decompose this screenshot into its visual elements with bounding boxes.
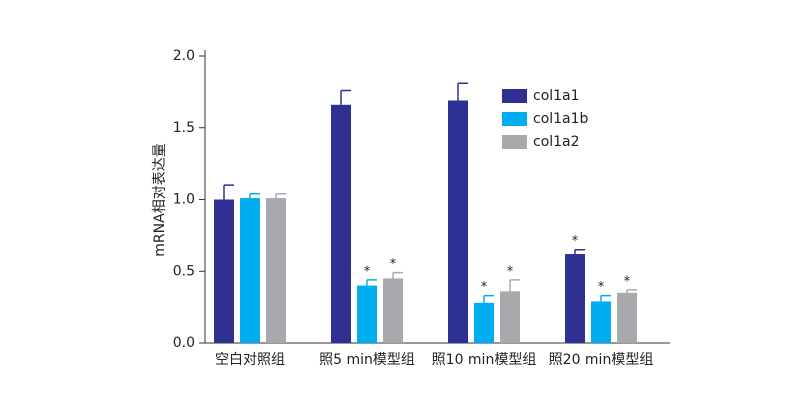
legend-swatch [502,112,527,126]
x-tick-label: 照10 min模型组 [432,352,537,368]
y-tick-label: 2.0 [173,48,195,64]
x-tick-label: 照5 min模型组 [319,352,415,368]
error-bar [392,271,403,279]
y-tick-label: 0.5 [173,263,195,279]
bar [214,199,234,343]
y-axis-label: mRNA相对表达量 [152,143,168,256]
x-tick-label: 空白对照组 [215,352,285,368]
significance-marker: * [481,280,488,295]
bar [357,285,377,343]
legend-swatch [502,135,527,149]
error-bar [509,279,520,292]
error-bar [366,279,377,286]
error-bar [223,184,234,200]
error-bar [340,89,351,105]
significance-marker: * [598,280,605,295]
bar [383,278,403,343]
bar [240,198,260,343]
bar [266,198,286,343]
significance-marker: * [390,257,397,272]
error-bar [249,193,260,199]
bar [617,292,637,343]
x-tick-label: 照20 min模型组 [549,352,654,368]
legend-label: col1a2 [533,134,580,150]
legend-label: col1a1 [533,88,580,104]
y-tick-label: 1.5 [173,120,195,136]
error-bar [275,193,286,199]
bar [565,254,585,343]
legend-swatch [502,89,527,103]
bar [474,302,494,343]
significance-marker: * [364,264,371,279]
error-bar [626,289,637,293]
error-bar [457,82,468,101]
bar [331,104,351,343]
bar [500,291,520,343]
error-bar [483,294,494,303]
y-tick-label: 0.0 [173,335,195,351]
significance-marker: * [507,264,514,279]
significance-marker: * [572,234,579,249]
legend-label: col1a1b [533,111,589,127]
bar [448,100,468,343]
bar [591,301,611,343]
error-bar [600,294,611,302]
error-bar [574,248,585,255]
y-tick-label: 1.0 [173,192,195,208]
significance-marker: * [624,274,631,289]
